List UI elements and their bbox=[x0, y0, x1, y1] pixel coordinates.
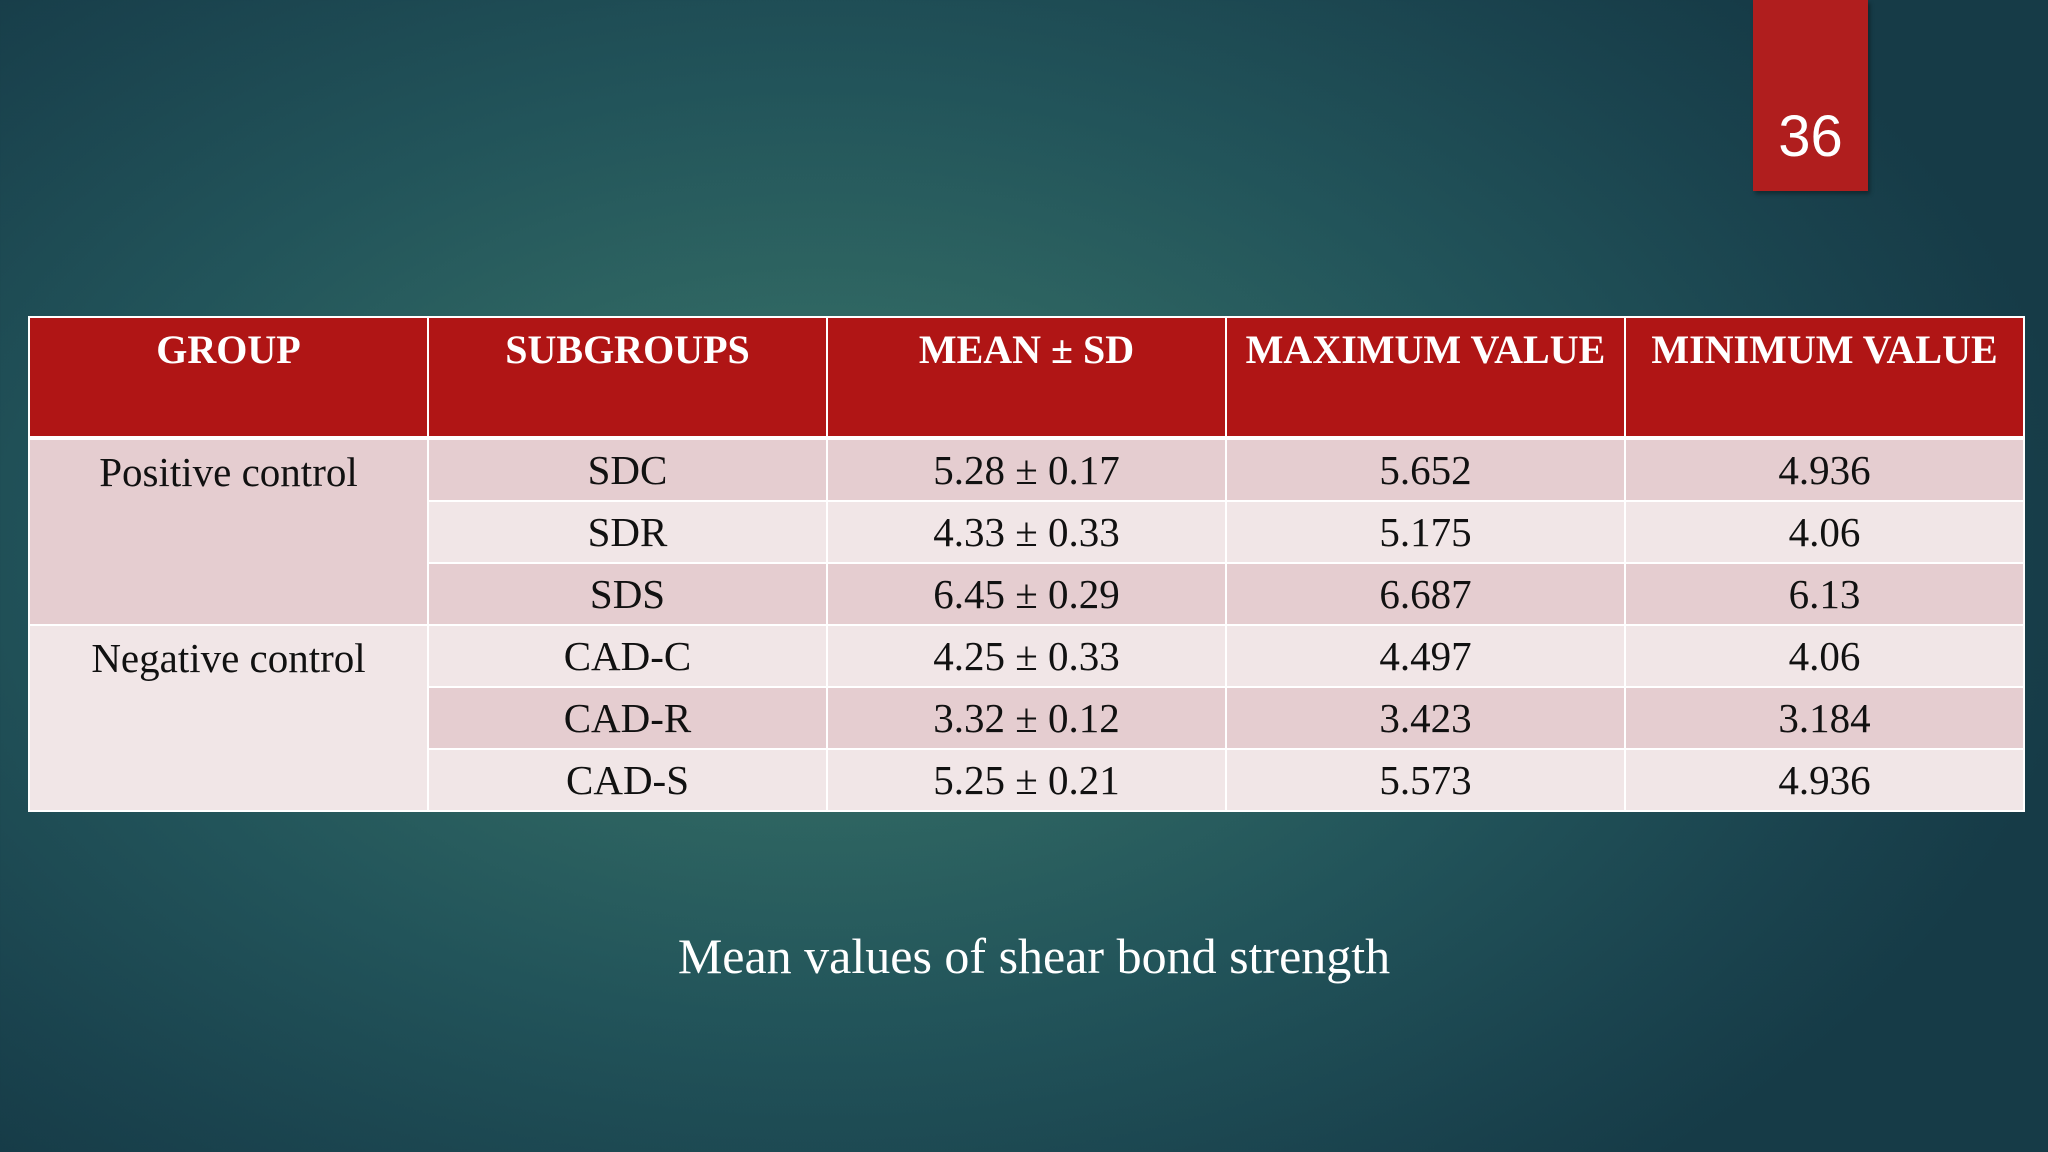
mean-sd-cell: 6.45 ± 0.29 bbox=[826, 562, 1227, 626]
mean-sd-cell: 4.33 ± 0.33 bbox=[826, 500, 1227, 564]
slide-number-badge: 36 bbox=[1753, 0, 1868, 191]
group-cell-negative-control: Negative control bbox=[28, 624, 429, 812]
slide-caption: Mean values of shear bond strength bbox=[677, 928, 1391, 984]
header-minimum-value: MINIMUM VALUE bbox=[1624, 316, 2025, 440]
max-value-cell: 4.497 bbox=[1225, 624, 1626, 688]
subgroup-cell: CAD-S bbox=[427, 748, 828, 812]
min-value-cell: 6.13 bbox=[1624, 562, 2025, 626]
max-value-cell: 5.652 bbox=[1225, 437, 1626, 502]
max-value-cell: 3.423 bbox=[1225, 686, 1626, 750]
header-maximum-value: MAXIMUM VALUE bbox=[1225, 316, 1626, 440]
table-row: CAD-S 5.25 ± 0.21 5.573 4.936 bbox=[29, 748, 2025, 812]
header-subgroups: SUBGROUPS bbox=[427, 316, 828, 440]
subgroup-cell: CAD-R bbox=[427, 686, 828, 750]
subgroup-cell: SDS bbox=[427, 562, 828, 626]
min-value-cell: 4.936 bbox=[1624, 437, 2025, 502]
table-header-row: GROUP SUBGROUPS MEAN ± SD MAXIMUM VALUE … bbox=[28, 316, 2025, 440]
mean-sd-cell: 5.28 ± 0.17 bbox=[826, 437, 1227, 502]
min-value-cell: 3.184 bbox=[1624, 686, 2025, 750]
min-value-cell: 4.06 bbox=[1624, 500, 2025, 564]
table-row: CAD-R 3.32 ± 0.12 3.423 3.184 bbox=[29, 686, 2025, 750]
group-cell-positive-control: Positive control bbox=[28, 437, 429, 626]
table-row: Positive control SDC 5.28 ± 0.17 5.652 4… bbox=[28, 437, 2025, 626]
min-value-cell: 4.936 bbox=[1624, 748, 2025, 812]
max-value-cell: 5.175 bbox=[1225, 500, 1626, 564]
subgroup-cell: SDC bbox=[427, 437, 828, 502]
mean-sd-cell: 5.25 ± 0.21 bbox=[826, 748, 1227, 812]
max-value-cell: 6.687 bbox=[1225, 562, 1626, 626]
shear-bond-strength-table: GROUP SUBGROUPS MEAN ± SD MAXIMUM VALUE … bbox=[28, 316, 2025, 812]
slide-number: 36 bbox=[1778, 104, 1843, 169]
max-value-cell: 5.573 bbox=[1225, 748, 1626, 812]
mean-sd-cell: 3.32 ± 0.12 bbox=[826, 686, 1227, 750]
table-row: SDS 6.45 ± 0.29 6.687 6.13 bbox=[29, 562, 2025, 626]
header-group: GROUP bbox=[28, 316, 429, 440]
table-row: Negative control CAD-C 4.25 ± 0.33 4.497… bbox=[28, 624, 2025, 812]
header-mean-sd: MEAN ± SD bbox=[826, 316, 1227, 440]
table-row: SDR 4.33 ± 0.33 5.175 4.06 bbox=[29, 500, 2025, 564]
subgroup-cell: CAD-C bbox=[427, 624, 828, 688]
mean-sd-cell: 4.25 ± 0.33 bbox=[826, 624, 1227, 688]
min-value-cell: 4.06 bbox=[1624, 624, 2025, 688]
subgroup-cell: SDR bbox=[427, 500, 828, 564]
